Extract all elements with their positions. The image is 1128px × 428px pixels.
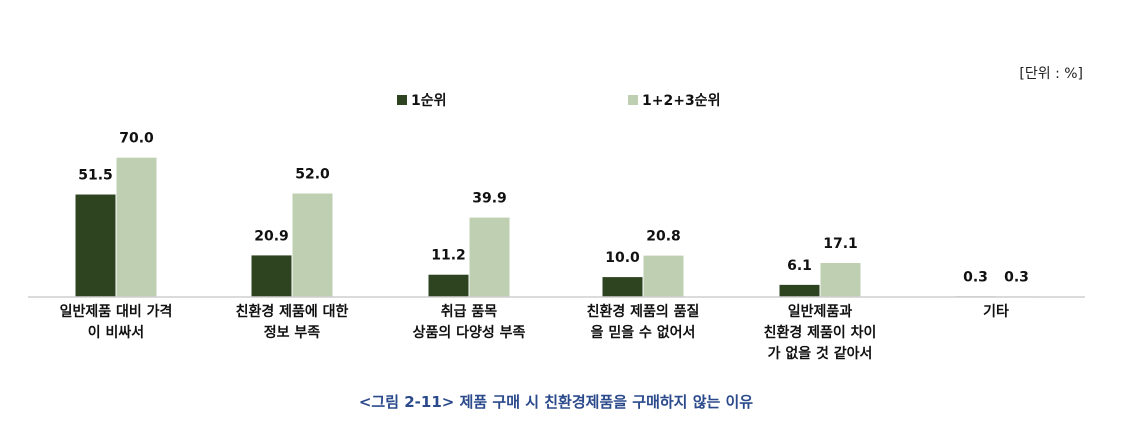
category-label-0-line-0: 일반제품 대비 가격 bbox=[60, 303, 173, 320]
category-label-5-line-0: 기타 bbox=[983, 304, 1009, 320]
figure-caption: <그림 2-11> 제품 구매 시 친환경제품을 구매하지 않는 이유 bbox=[359, 393, 753, 411]
value-label-1-5: 0.3 bbox=[1004, 269, 1029, 285]
legend-label-0: 1순위 bbox=[411, 93, 447, 109]
legend: 1순위 1+2+3순위 bbox=[397, 93, 720, 109]
value-label-0-1: 20.9 bbox=[254, 228, 289, 244]
value-label-0-3: 10.0 bbox=[605, 250, 640, 266]
category-label-4-line-1: 친환경 제품이 차이 bbox=[764, 324, 877, 341]
bar-1-2 bbox=[469, 217, 510, 297]
bar-0-2 bbox=[428, 274, 469, 297]
bar-0-0 bbox=[75, 194, 116, 297]
legend-swatch-0 bbox=[397, 95, 407, 105]
category-label-4-line-2: 가 없을 것 같아서 bbox=[768, 345, 873, 362]
bars bbox=[75, 157, 1037, 297]
bar-1-0 bbox=[116, 157, 157, 297]
category-label-2-line-0: 취급 품목 bbox=[441, 304, 498, 320]
value-label-1-4: 17.1 bbox=[823, 236, 858, 252]
value-label-0-0: 51.5 bbox=[78, 168, 113, 184]
category-label-3-line-0: 친환경 제품의 품질 bbox=[587, 303, 700, 320]
value-label-0-5: 0.3 bbox=[963, 269, 988, 285]
bar-1-3 bbox=[643, 255, 684, 297]
value-labels: 51.5 70.0 20.9 52.0 11.2 39.9 10.0 20.8 6.1 17.1 0… bbox=[78, 131, 1029, 286]
bar-1-1 bbox=[292, 193, 333, 297]
category-label-1-line-0: 친환경 제품에 대한 bbox=[236, 303, 349, 320]
legend-swatch-1 bbox=[628, 95, 638, 105]
category-label-0-line-1: 이 비싸서 bbox=[88, 324, 144, 341]
value-label-0-4: 6.1 bbox=[787, 258, 812, 274]
bar-1-4 bbox=[820, 262, 861, 297]
value-label-1-3: 20.8 bbox=[646, 229, 681, 245]
category-label-1-line-1: 정보 부족 bbox=[264, 324, 321, 341]
bar-0-1 bbox=[251, 255, 292, 297]
category-label-4-line-0: 일반제품과 bbox=[788, 303, 853, 320]
value-label-0-2: 11.2 bbox=[431, 248, 466, 264]
bar-0-4 bbox=[779, 284, 820, 297]
value-label-1-1: 52.0 bbox=[295, 167, 330, 183]
unit-label: [단위 : %] bbox=[1019, 66, 1083, 82]
legend-label-1: 1+2+3순위 bbox=[642, 93, 720, 109]
value-label-1-0: 70.0 bbox=[119, 131, 154, 147]
bar-0-3 bbox=[602, 277, 643, 297]
value-label-1-2: 39.9 bbox=[472, 191, 507, 207]
category-label-3-line-1: 을 믿을 수 없어서 bbox=[591, 324, 696, 341]
category-label-2-line-1: 상품의 다양성 부족 bbox=[413, 324, 526, 341]
